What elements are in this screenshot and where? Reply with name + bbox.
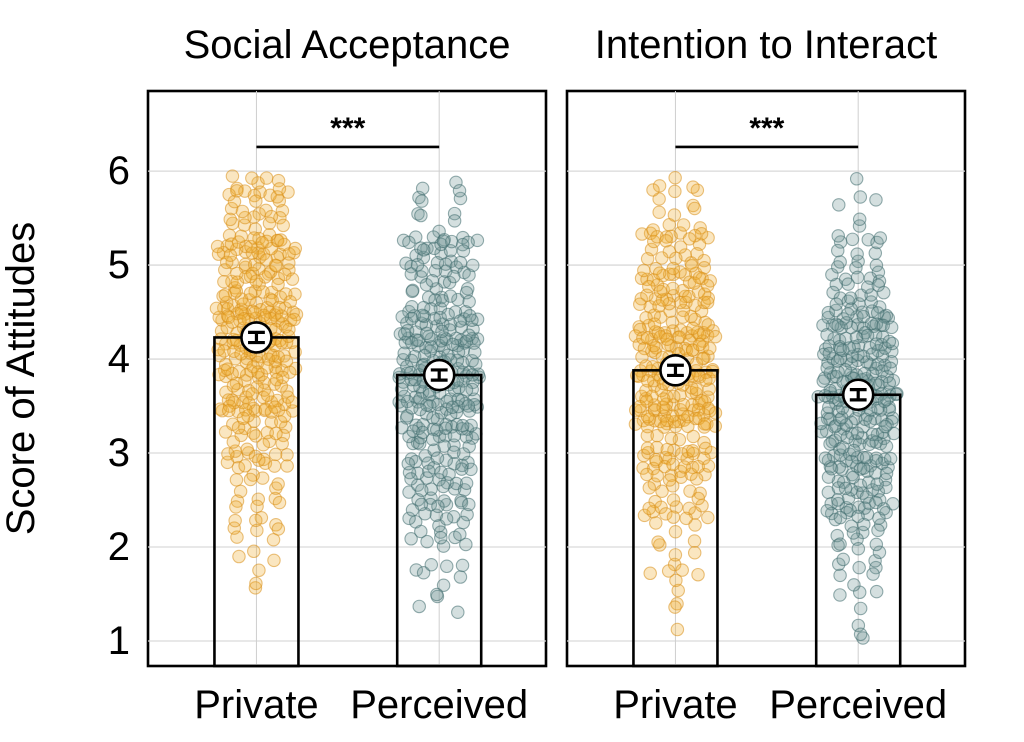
svg-text:Social Acceptance: Social Acceptance [184, 23, 511, 67]
svg-text:5: 5 [108, 243, 130, 287]
svg-text:***: *** [749, 112, 784, 145]
svg-text:Intention to Interact: Intention to Interact [595, 23, 937, 67]
svg-text:3: 3 [108, 431, 130, 475]
svg-text:6: 6 [108, 149, 130, 193]
svg-text:Private: Private [194, 683, 319, 727]
svg-text:4: 4 [108, 337, 130, 381]
svg-text:Perceived: Perceived [769, 683, 947, 727]
svg-text:***: *** [330, 112, 365, 145]
svg-text:1: 1 [108, 619, 130, 663]
svg-text:Perceived: Perceived [350, 683, 528, 727]
svg-text:Private: Private [613, 683, 738, 727]
svg-text:Score of Attitudes: Score of Attitudes [0, 222, 43, 536]
svg-text:2: 2 [108, 525, 130, 569]
